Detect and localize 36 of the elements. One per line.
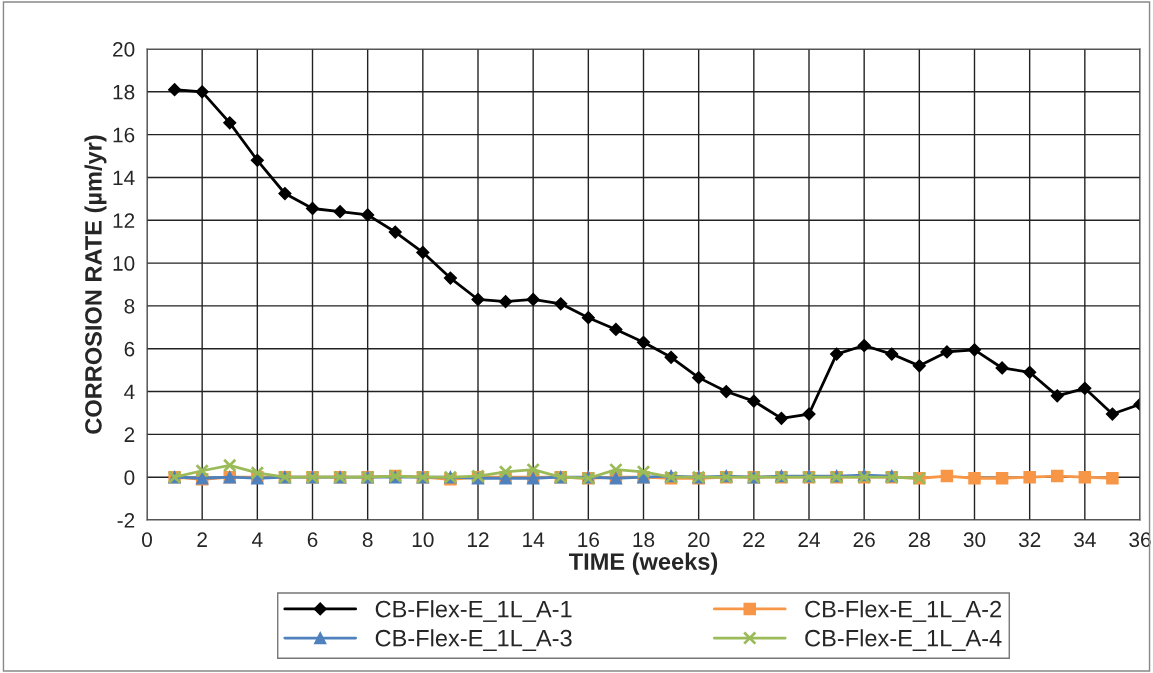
legend-label: CB-Flex-E_1L_A-2 xyxy=(805,600,1002,622)
x-tick-label: 30 xyxy=(963,532,986,548)
x-tick-label: 4 xyxy=(252,532,263,547)
x-tick-label: 34 xyxy=(1074,532,1096,548)
y-tick-label: 8 xyxy=(124,298,135,314)
legend-label: CB-Flex-E_1L_A-1 xyxy=(375,600,572,622)
x-tick-label: 20 xyxy=(688,532,710,548)
y-tick-label: 2 xyxy=(124,427,135,442)
y-tick-label: 4 xyxy=(124,384,135,400)
x-tick-label: 10 xyxy=(412,532,434,548)
y-tick-label: 18 xyxy=(113,84,135,100)
y-tick-label: 0 xyxy=(124,470,135,485)
y-tick-label: -2 xyxy=(117,513,135,528)
y-tick-label: 10 xyxy=(113,256,135,271)
x-tick-label: 22 xyxy=(743,532,765,547)
x-tick-label: 8 xyxy=(362,532,373,548)
y-tick-label: 20 xyxy=(113,42,135,57)
legend-label: CB-Flex-E_1L_A-3 xyxy=(375,629,572,652)
x-axis-title: TIME (weeks) xyxy=(568,552,718,575)
y-tick-label: 12 xyxy=(113,213,135,228)
x-tick-label: 32 xyxy=(1018,532,1041,548)
y-tick-label: 6 xyxy=(124,341,135,357)
y-axis-title: CORROSION RATE (µm/yr) xyxy=(84,135,107,434)
x-tick-label: 14 xyxy=(523,532,545,547)
x-tick-label: 16 xyxy=(578,532,600,548)
x-tick-label: 24 xyxy=(798,532,820,547)
x-tick-label: 26 xyxy=(853,532,875,548)
x-tick-label: 0 xyxy=(142,532,152,548)
x-tick-label: 2 xyxy=(197,532,207,547)
legend-label: CB-Flex-E_1L_A-4 xyxy=(805,629,1002,652)
x-tick-label: 18 xyxy=(633,532,655,548)
y-tick-label: 16 xyxy=(113,127,135,143)
x-tick-label: 6 xyxy=(307,532,318,548)
x-tick-label: 28 xyxy=(908,532,931,548)
y-tick-label: 14 xyxy=(113,170,135,185)
x-tick-label: 12 xyxy=(468,532,489,547)
